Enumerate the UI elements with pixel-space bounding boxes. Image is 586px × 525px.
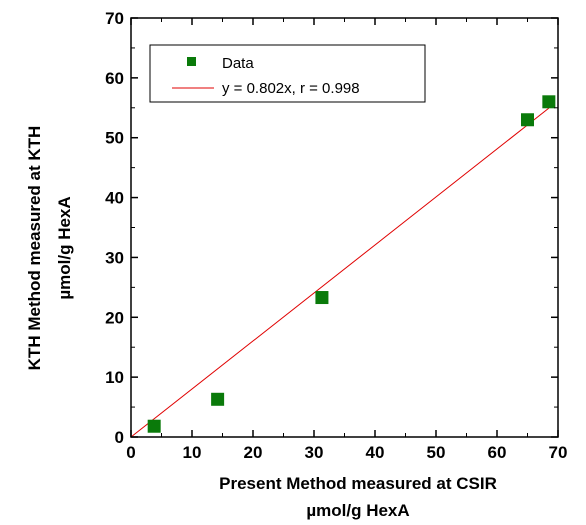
legend: Data y = 0.802x, r = 0.998 [149, 44, 426, 103]
data-point [521, 113, 534, 127]
x-tick-label: 60 [488, 443, 507, 462]
x-tick-label: 50 [427, 443, 446, 462]
x-tick-label: 0 [126, 443, 135, 462]
x-tick-label: 10 [183, 443, 202, 462]
data-marker-layer [147, 95, 556, 433]
fit-line-layer [130, 107, 550, 438]
x-tick-label: 20 [244, 443, 263, 462]
axis-layer: 0 10 20 30 40 50 60 70 0 10 20 30 40 50 60 70 [105, 9, 567, 462]
x-tick-label: 40 [366, 443, 385, 462]
y-tick-label: 10 [105, 368, 124, 387]
data-point [211, 392, 225, 406]
fit-line [130, 107, 550, 438]
x-tick-label: 70 [549, 443, 568, 462]
legend-box [149, 44, 426, 103]
y-tick-label: 70 [105, 9, 124, 28]
y-tick-label: 40 [105, 189, 124, 208]
y-tick-label: 60 [105, 69, 124, 88]
legend-fit-label: y = 0.802x, r = 0.998 [222, 80, 360, 97]
x-tick-label: 30 [305, 443, 324, 462]
x-axis-title-line-1: Present Method measured at CSIR [219, 474, 497, 493]
y-tick-label: 20 [105, 308, 124, 327]
y-tick-label: 0 [115, 428, 124, 447]
y-axis-title-line-2: µmol/g HexA [55, 196, 74, 299]
data-point [315, 291, 329, 305]
y-tick-label: 50 [105, 129, 124, 148]
legend-data-marker [187, 57, 196, 66]
x-axis-title-line-2: µmol/g HexA [306, 501, 409, 520]
legend-data-label: Data [222, 55, 254, 72]
y-axis-title-line-1: KTH Method measured at KTH [25, 126, 44, 371]
y-tick-label: 30 [105, 248, 124, 267]
data-point [542, 95, 556, 109]
data-point [147, 419, 161, 433]
